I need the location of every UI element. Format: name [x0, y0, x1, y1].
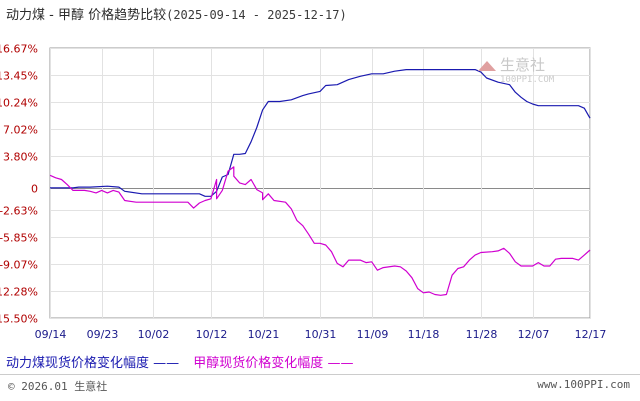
- chart-date-range: (2025-09-14 - 2025-12-17): [166, 8, 347, 22]
- y-tick-label: -2.63%: [0, 205, 38, 218]
- x-tick-label: 09/14: [35, 328, 67, 341]
- y-tick-label: 13.45%: [0, 70, 38, 83]
- x-tick-label: 10/21: [248, 328, 280, 341]
- y-tick-label: 0: [31, 183, 38, 196]
- series-line-methanol: [49, 166, 591, 296]
- watermark: 生意社 100PPI.COM: [478, 54, 554, 85]
- x-tick-label: 11/18: [408, 328, 440, 341]
- x-tick-label: 10/31: [305, 328, 337, 341]
- chart-title-text: 动力煤 - 甲醇 价格趋势比较: [6, 8, 167, 23]
- legend-swatch-coal: ——: [153, 356, 180, 371]
- y-tick-label: 7.02%: [3, 124, 38, 137]
- x-tick-label: 09/23: [87, 328, 119, 341]
- y-tick-label: -9.07%: [0, 259, 38, 272]
- series-line-coal: [50, 68, 591, 197]
- x-tick-label: 11/09: [357, 328, 389, 341]
- legend-label-coal: 动力煤现货价格变化幅度: [6, 356, 150, 371]
- legend-label-methanol: 甲醇现货价格变化幅度: [193, 356, 324, 371]
- x-tick-label: 12/07: [518, 328, 550, 341]
- y-tick-label: -15.50%: [0, 313, 38, 326]
- legend-item-coal: 动力煤现货价格变化幅度 ——: [6, 356, 179, 371]
- y-tick-label: 10.24%: [0, 97, 38, 110]
- y-tick-label: -12.28%: [0, 286, 38, 299]
- legend-item-methanol: 甲醇现货价格变化幅度 ——: [193, 356, 353, 371]
- watermark-url: 100PPI.COM: [500, 75, 555, 85]
- x-tick-label: 10/12: [196, 328, 228, 341]
- logo-icon: [478, 60, 496, 71]
- x-tick-label: 12/17: [575, 328, 607, 341]
- x-tick-label: 10/02: [138, 328, 170, 341]
- y-tick-label: 3.80%: [3, 151, 38, 164]
- legend-swatch-methanol: ——: [327, 356, 354, 371]
- y-tick-label: 16.67%: [0, 43, 38, 56]
- y-tick-label: -5.85%: [0, 232, 38, 245]
- watermark-brand: 生意社: [500, 56, 546, 74]
- footer-copyright: © 2026.01 生意社: [8, 380, 108, 393]
- footer-bar: [0, 374, 640, 401]
- x-tick-label: 11/28: [466, 328, 498, 341]
- footer-site-link[interactable]: www.100PPI.com: [537, 378, 630, 391]
- chart-title: 动力煤 - 甲醇 价格趋势比较(2025-09-14 - 2025-12-17): [6, 4, 347, 23]
- chart-legend: 动力煤现货价格变化幅度 —— 甲醇现货价格变化幅度 ——: [6, 352, 353, 371]
